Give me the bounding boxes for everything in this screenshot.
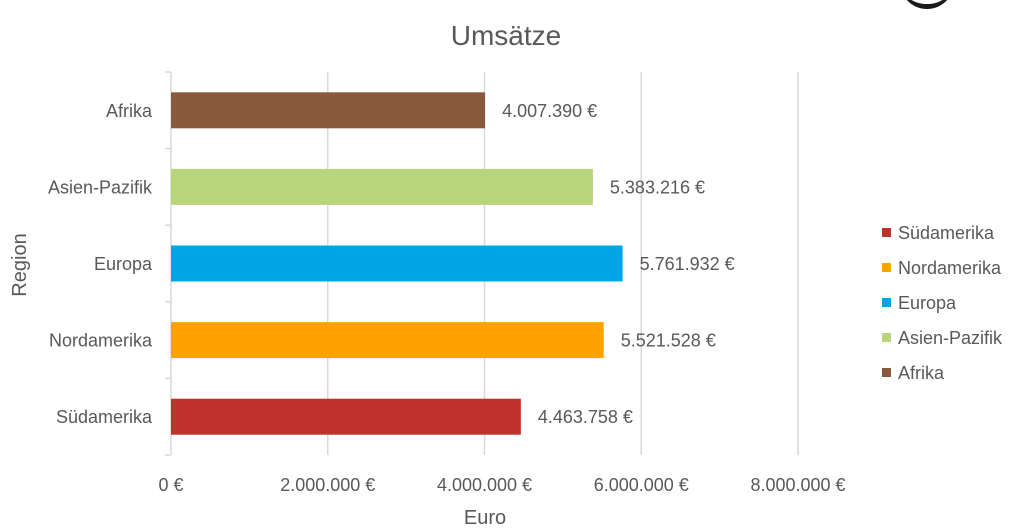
legend-swatch bbox=[882, 333, 891, 342]
category-label: Europa bbox=[94, 254, 153, 274]
legend-label: Afrika bbox=[898, 363, 945, 383]
category-label: Afrika bbox=[106, 101, 153, 121]
legend-item: Asien-Pazifik bbox=[882, 328, 1003, 348]
bar-europa bbox=[171, 245, 623, 282]
x-tick-label: 0 € bbox=[158, 475, 183, 495]
data-labels: 4.463.758 € 5.521.528 € 5.761.932 € 5.383.2… bbox=[502, 101, 735, 427]
x-tick-label: 6.000.000 € bbox=[594, 475, 689, 495]
legend-label: Nordamerika bbox=[898, 258, 1002, 278]
category-label: Asien-Pazifik bbox=[48, 177, 153, 197]
chart-title: Umsätze bbox=[451, 20, 561, 51]
category-label: Südamerika bbox=[56, 407, 153, 427]
legend-label: Europa bbox=[898, 293, 957, 313]
bar-afrika bbox=[171, 92, 486, 129]
legend: Südamerika Nordamerika Europa Asien-Pazifik… bbox=[882, 223, 1003, 383]
legend-swatch bbox=[882, 368, 891, 377]
legend-swatch bbox=[882, 298, 891, 307]
corner-logo-fragment bbox=[900, 0, 954, 9]
legend-label: Südamerika bbox=[898, 223, 995, 243]
data-label: 5.383.216 € bbox=[610, 177, 705, 197]
data-label: 5.521.528 € bbox=[621, 331, 716, 351]
bar-südamerika bbox=[171, 398, 521, 435]
x-tick-label: 2.000.000 € bbox=[280, 475, 375, 495]
category-labels: Südamerika Nordamerika Europa Asien-Pazifik… bbox=[48, 101, 153, 427]
legend-item: Afrika bbox=[882, 363, 945, 383]
category-label: Nordamerika bbox=[49, 331, 153, 351]
x-tick-label: 4.000.000 € bbox=[437, 475, 532, 495]
legend-label: Asien-Pazifik bbox=[898, 328, 1003, 348]
bar-series bbox=[171, 92, 623, 435]
legend-swatch bbox=[882, 263, 891, 272]
y-axis-title: Region bbox=[9, 233, 31, 296]
data-label: 4.463.758 € bbox=[538, 407, 633, 427]
legend-item: Nordamerika bbox=[882, 258, 1002, 278]
legend-swatch bbox=[882, 228, 891, 237]
data-label: 4.007.390 € bbox=[502, 101, 597, 121]
data-label: 5.761.932 € bbox=[640, 254, 735, 274]
bar-asien-pazifik bbox=[171, 168, 593, 205]
bar-nordamerika bbox=[171, 322, 604, 359]
legend-item: Europa bbox=[882, 293, 957, 313]
x-tick-label: 8.000.000 € bbox=[750, 475, 845, 495]
x-axis-title: Euro bbox=[464, 507, 506, 529]
x-tick-labels: 0 € 2.000.000 € 4.000.000 € 6.000.000 € 8.00… bbox=[158, 475, 845, 495]
legend-item: Südamerika bbox=[882, 223, 995, 243]
